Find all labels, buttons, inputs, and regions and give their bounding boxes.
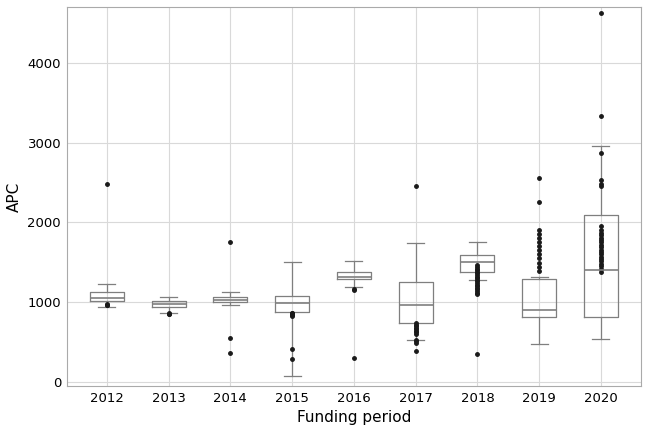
- X-axis label: Funding period: Funding period: [297, 410, 411, 425]
- Y-axis label: APC: APC: [7, 181, 22, 212]
